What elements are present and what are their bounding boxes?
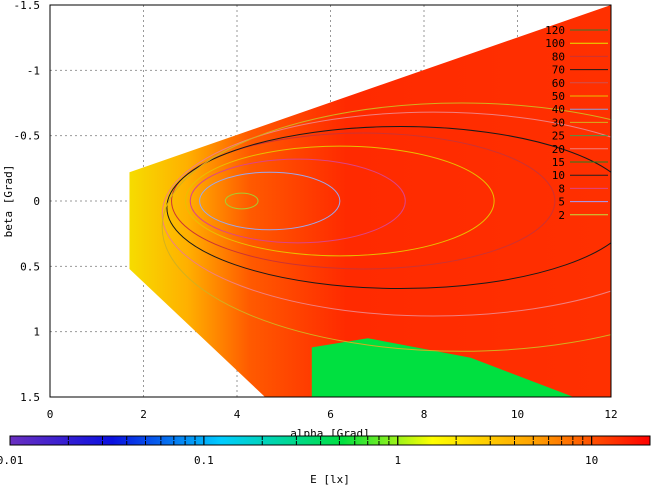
legend-label: 20 — [552, 143, 565, 156]
x-tick-label: 6 — [327, 408, 334, 421]
contour-lines — [161, 102, 611, 352]
heatmap-field — [129, 5, 611, 397]
illuminated-fan-region — [129, 5, 611, 397]
y-tick-labels: -1.5 -1 -0.5 0 0.5 1 1.5 — [14, 0, 41, 404]
low-illuminance-patch — [311, 338, 574, 397]
contour-line-30 — [161, 111, 611, 317]
x-tick-label: 10 — [511, 408, 524, 421]
x-tick-label: 4 — [234, 408, 241, 421]
contour-line-15 — [171, 132, 556, 270]
x-tick-label: 2 — [140, 408, 147, 421]
colorbar-tick-label: 1 — [394, 454, 401, 467]
legend-label: 100 — [545, 37, 565, 50]
x-tick-labels: 0 2 4 6 8 10 12 — [47, 408, 618, 421]
x-tick-label: 0 — [47, 408, 54, 421]
contour-line-8 — [189, 158, 406, 244]
legend-label: 8 — [558, 182, 565, 195]
colorbar-ticks — [9, 436, 651, 445]
legend-label: 40 — [552, 103, 565, 116]
y-axis-label: beta [Grad] — [2, 165, 15, 238]
x-tick-label: 8 — [421, 408, 428, 421]
legend-label: 120 — [545, 24, 565, 37]
y-tick-label: 0.5 — [20, 260, 40, 273]
legend-label: 60 — [552, 77, 565, 90]
y-tick-label: -0.5 — [14, 130, 41, 143]
y-tick-label: 1 — [33, 326, 40, 339]
legend-label: 2 — [558, 209, 565, 222]
colorbar-tick-label: 0.1 — [194, 454, 214, 467]
colorbar-tick-label: 0.01 — [0, 454, 23, 467]
contour-line-2 — [224, 192, 259, 210]
colorbar-label: E [lx] — [310, 473, 350, 486]
legend-label: 25 — [552, 130, 565, 143]
colorbar — [9, 435, 651, 446]
colorbar-tick-label: 10 — [585, 454, 598, 467]
contour-line-5 — [199, 171, 341, 231]
plot-frame — [49, 4, 612, 398]
legend-label: 10 — [552, 169, 565, 182]
contour-line-40 — [161, 102, 611, 352]
contour-line-20 — [166, 126, 611, 290]
y-tick-label: -1 — [27, 64, 40, 77]
legend-label: 80 — [552, 50, 565, 63]
legend-label: 15 — [552, 156, 565, 169]
legend-label: 70 — [552, 64, 565, 77]
y-tick-label: -1.5 — [14, 0, 41, 12]
legend-label: 5 — [558, 196, 565, 209]
contour-line-10 — [185, 145, 495, 257]
colorbar-tick-labels: 0.01 0.1 1 10 — [0, 454, 598, 467]
x-tick-label: 12 — [604, 408, 617, 421]
y-tick-label: 0 — [33, 195, 40, 208]
legend-label: 50 — [552, 90, 565, 103]
y-tick-label: 1.5 — [20, 391, 40, 404]
legend-label: 30 — [552, 116, 565, 129]
